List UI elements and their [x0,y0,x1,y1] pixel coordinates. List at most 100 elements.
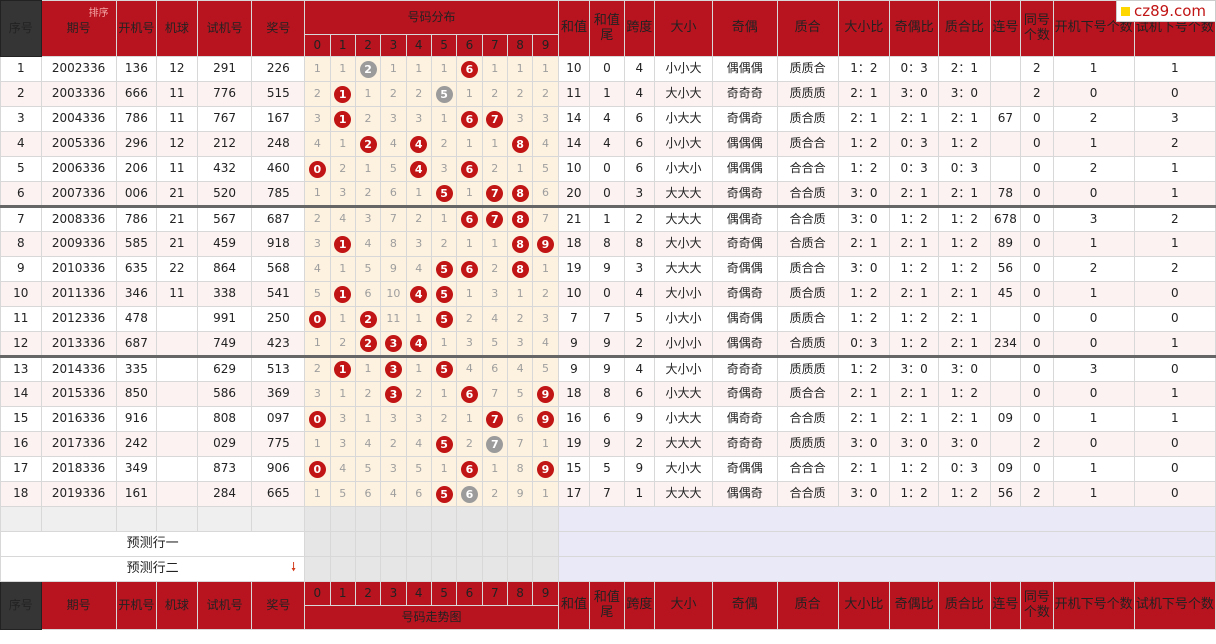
cell-sum-tail: 4 [589,131,625,157]
cell-prime-ratio: 2：1 [937,106,991,132]
header-digit-7: 7 [481,34,508,57]
dist-cell-4: 5 [405,456,432,482]
cell-size-ratio: 2：1 [837,406,891,432]
cell-parity-ratio: 2：1 [889,381,939,407]
dist-cell-6: 1 [456,81,483,107]
cell-sum-tail: 0 [589,56,625,82]
cell-parity: 偶偶奇 [711,481,778,507]
hit-ball: 1 [334,235,352,253]
header-digit-9: 9 [532,34,559,57]
cell-primality: 合合质 [776,181,839,207]
hit-ball: 1 [334,85,352,103]
dist-cell-7: 7 [481,381,508,407]
dist-cell-9: 9 [532,231,559,257]
dist-cell-7: 7 [481,181,508,207]
dist-cell-8: 8 [506,256,534,282]
cell-prime-ratio: 2：1 [937,56,991,82]
cell-open-number: 296 [115,131,158,157]
cell-open-number: 206 [115,156,158,182]
site-logo[interactable]: cz89.com [1116,0,1216,22]
dist-cell-2: 5 [354,456,382,482]
cell-span: 6 [623,106,656,132]
cell-size: 小小大 [654,131,713,157]
prediction-dist-cell [506,506,534,532]
header-digit-3: 3 [380,34,407,57]
cell-seq: 10 [0,281,42,307]
dist-cell-6: 6 [456,205,483,232]
table-row: 7 2008336 786 21 567 687 2 4 3 7 2 1 6 7 8 7 21 1 2 大大大 偶偶奇合… [0,205,1216,232]
cell-sum: 20 [557,181,591,207]
prediction-dist-cell [304,556,331,582]
header-primality: 质合 [776,0,839,57]
hit-ball: 3 [384,385,402,403]
cell-primality: 质质合 [776,306,839,332]
dist-cell-4: 2 [405,81,432,107]
cell-span: 6 [623,156,656,182]
prediction-dist-cell [532,506,559,532]
cell-open-next: 1 [1052,406,1135,432]
cell-parity-ratio: 0：3 [889,56,939,82]
footer-sum: 和值 [557,581,591,630]
dist-cell-4: 3 [405,406,432,432]
dist-cell-9: 5 [532,156,559,182]
cell-consecutive [989,355,1022,382]
cell-prize-number: 513 [251,355,306,382]
prediction-dist-cell [456,506,483,532]
header-period-sortable[interactable]: 期号 排序 [40,0,117,57]
dist-cell-3: 9 [380,256,407,282]
cell-machine [156,431,198,457]
cell-seq: 6 [0,181,42,207]
cell-primality: 质合合 [776,131,839,157]
hit-ball: 0 [308,310,326,328]
cell-consecutive [989,431,1022,457]
dist-cell-2: 5 [354,256,382,282]
dist-cell-1: 1 [329,355,356,382]
dist-cell-1: 1 [329,381,356,407]
header-digit-1: 1 [329,34,356,57]
cell-sum-tail: 9 [589,355,625,382]
cell-sum-tail: 9 [589,431,625,457]
prediction-row-two-label[interactable]: 预测行二 🠗 [0,556,306,582]
sort-icon[interactable]: 排序 [88,8,109,19]
header-distribution: 号码分布 [304,0,559,35]
cell-same-count: 0 [1020,156,1054,182]
dist-cell-6: 6 [456,106,483,132]
arrow-down-icon[interactable]: 🠗 [291,560,297,574]
cell-trial-number: 432 [196,156,253,182]
dist-cell-6: 6 [456,481,483,507]
dist-cell-7: 6 [481,355,508,382]
cell-open-next: 1 [1052,56,1135,82]
cell-open-next: 0 [1052,431,1135,457]
cell-period: 2019336 [40,481,117,507]
prediction-row-one-label[interactable]: 预测行一 [0,531,306,557]
hit-ball: 8 [511,235,529,253]
cell-parity-ratio: 3：0 [889,431,939,457]
cell-trial-number: 567 [196,205,253,232]
header-digit-0: 0 [304,34,331,57]
cell-prime-ratio: 2：1 [937,181,991,207]
cell-parity: 奇奇奇 [711,355,778,382]
prediction-dist-cell [304,506,331,532]
dist-cell-5: 1 [430,205,458,232]
cell-sum: 19 [557,256,591,282]
cell-period: 2006336 [40,156,117,182]
dist-cell-3: 3 [380,456,407,482]
hit-ball: 2 [359,135,377,153]
dist-cell-7: 7 [481,106,508,132]
dist-cell-3: 1 [380,56,407,82]
dist-cell-4: 3 [405,106,432,132]
dist-cell-4: 1 [405,181,432,207]
cell-seq: 7 [0,205,42,232]
cell-machine: 21 [156,181,198,207]
cell-open-number: 335 [115,355,158,382]
cell-parity: 奇偶偶 [711,456,778,482]
cell-period: 2002336 [40,56,117,82]
cell-open-next: 2 [1052,256,1135,282]
dist-cell-5: 5 [430,281,458,307]
cell-machine [156,456,198,482]
header-digit-4: 4 [405,34,432,57]
cell-period: 2010336 [40,256,117,282]
dist-cell-5: 1 [430,381,458,407]
dist-cell-7: 2 [481,156,508,182]
cell-span: 6 [623,131,656,157]
